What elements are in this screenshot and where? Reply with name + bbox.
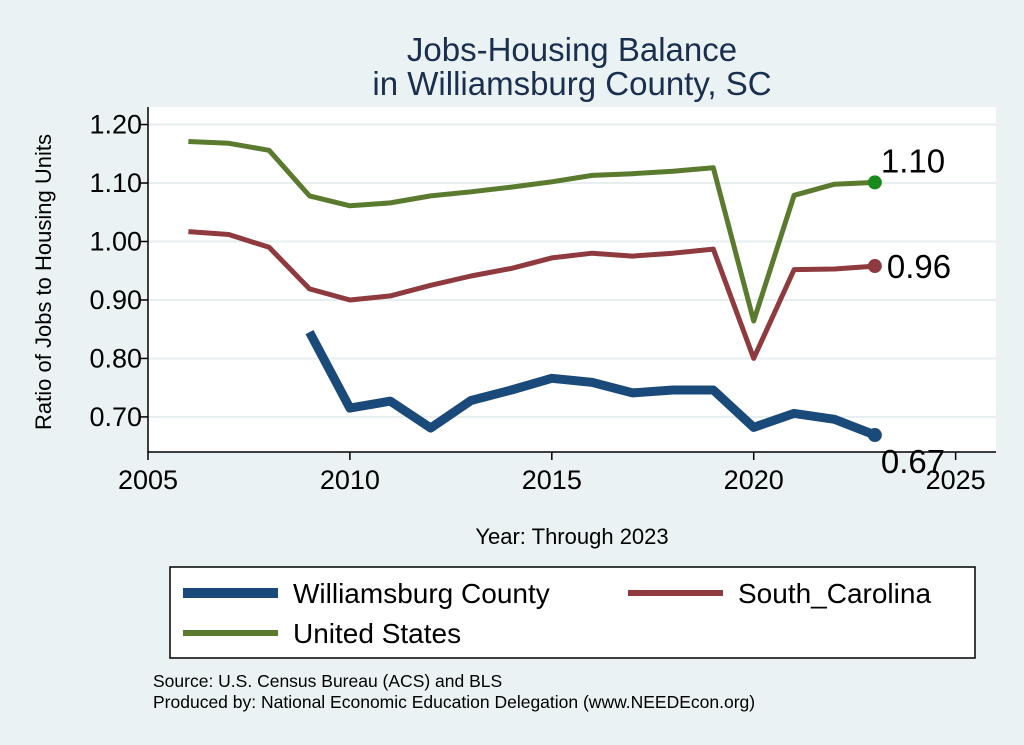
series-end-label: 0.96 (887, 248, 951, 285)
x-tick-label: 2020 (724, 465, 784, 495)
y-tick-label: 0.90 (89, 285, 142, 315)
legend-box (169, 566, 976, 659)
producer-note: Produced by: National Economic Education… (153, 692, 755, 712)
source-note: Source: U.S. Census Bureau (ACS) and BLS (153, 671, 502, 691)
x-tick-label: 2025 (926, 465, 986, 495)
legend-label: Williamsburg County (293, 578, 550, 609)
series-line-south-carolina (188, 229, 876, 361)
series-end-label: 0.67 (881, 443, 945, 480)
gridlines (148, 123, 996, 418)
y-tick-label: 0.70 (89, 402, 142, 432)
x-tick-label: 2005 (118, 465, 178, 495)
series-end-marker (867, 428, 882, 443)
legend: Williamsburg County South_Carolina United … (183, 578, 931, 649)
x-axis-label: Year: Through 2023 (475, 524, 668, 549)
series-end-label: 1.10 (881, 142, 945, 179)
legend-label: United States (293, 618, 461, 649)
series-line-williamsburg-county (305, 329, 877, 440)
x-tick-label: 2010 (320, 465, 380, 495)
x-tick-label: 2015 (522, 465, 582, 495)
chart-title-line-1: Jobs-Housing Balance (407, 31, 737, 68)
chart-title-line-2: in Williamsburg County, SC (372, 65, 771, 102)
series-line-united-states (188, 139, 876, 324)
y-tick-label: 1.10 (89, 168, 142, 198)
plot-area (148, 107, 996, 452)
y-axis-label: Ratio of Jobs to Housing Units (31, 134, 56, 430)
series-layer: 1.10 0.96 0.67 (188, 139, 951, 480)
y-tick-label: 0.80 (89, 343, 142, 373)
y-axis-ticks: 0.70 0.80 0.90 1.00 1.10 1.20 (89, 110, 148, 432)
y-tick-label: 1.20 (89, 110, 142, 140)
y-tick-label: 1.00 (89, 226, 142, 256)
series-end-marker (867, 175, 882, 190)
x-axis-ticks: 2005 2010 2015 2020 2025 (118, 452, 986, 495)
series-end-marker (867, 259, 882, 274)
legend-label: South_Carolina (738, 578, 931, 609)
